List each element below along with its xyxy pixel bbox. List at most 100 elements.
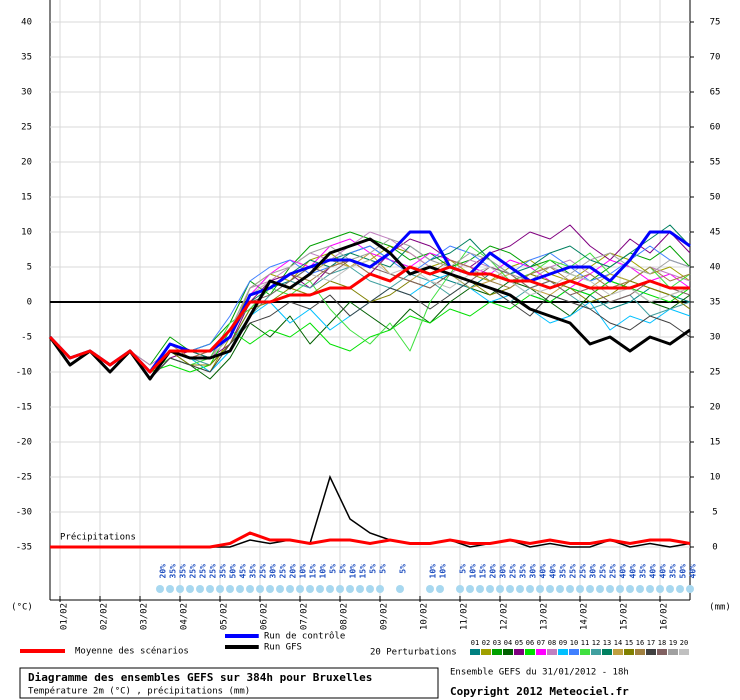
y-tick-label: -10	[16, 368, 32, 378]
legend-label: 18	[658, 639, 666, 647]
snow-dot	[166, 585, 174, 593]
legend-label: 08	[548, 639, 556, 647]
y2-tick-label: 70	[710, 53, 721, 63]
precip-line	[50, 531, 691, 549]
precip-probability: 40%	[649, 564, 658, 579]
legend-label: 04	[504, 639, 512, 647]
x-tick-label: 02/02	[100, 603, 110, 630]
y2-tick-label: 55	[710, 158, 721, 168]
precip-probability: 50%	[229, 564, 238, 579]
temperature-line	[48, 237, 691, 381]
x-tick-label: 05/02	[220, 603, 230, 630]
legend-swatch	[591, 649, 601, 655]
y-tick-label: 20	[21, 158, 32, 168]
legend-swatch	[536, 649, 546, 655]
legend-label: 16	[636, 639, 644, 647]
snow-dot	[556, 585, 564, 593]
snow-dot	[296, 585, 304, 593]
precip-probability: 35%	[559, 564, 568, 579]
y2-axis-label: (mm)	[709, 603, 731, 613]
temperature-line	[48, 265, 690, 374]
legend-swatch	[679, 649, 689, 655]
precip-probability: 45%	[239, 564, 248, 579]
y-axis-label: (°C)	[11, 603, 33, 613]
legend-label: 20	[680, 639, 688, 647]
legend-label: 09	[559, 639, 567, 647]
precip-probability: 35%	[639, 564, 648, 579]
precip-probability: 25%	[259, 564, 268, 579]
snow-dot	[626, 585, 634, 593]
legend-swatch	[558, 649, 568, 655]
precip-probability: 25%	[569, 564, 578, 579]
snow-dot	[246, 585, 254, 593]
perturbations-label: 20 Perturbations	[370, 648, 457, 658]
copyright: Copyright 2012 Meteociel.fr	[450, 685, 629, 698]
precip-probability: 35%	[669, 564, 678, 579]
legend-swatch	[503, 649, 513, 655]
legend-swatch	[668, 649, 678, 655]
y2-tick-label: 0	[712, 543, 717, 553]
snow-dot	[396, 585, 404, 593]
snow-dot	[196, 585, 204, 593]
precip-probability: 35%	[519, 564, 528, 579]
legend-label: 07	[537, 639, 545, 647]
x-tick-label: 09/02	[380, 603, 390, 630]
legend-label: 19	[669, 639, 677, 647]
snow-dot	[686, 585, 694, 593]
y-tick-label: -25	[16, 473, 32, 483]
legend-swatch	[580, 649, 590, 655]
snow-dot	[466, 585, 474, 593]
precip-probability: 10%	[349, 564, 358, 579]
y2-tick-label: 5	[712, 508, 717, 518]
precip-probability: 40%	[629, 564, 638, 579]
legend-label: 11	[581, 639, 589, 647]
precip-probability: 10%	[299, 564, 308, 579]
legend-swatch	[646, 649, 656, 655]
y2-tick-label: 30	[710, 333, 721, 343]
y2-tick-label: 20	[710, 403, 721, 413]
precip-probability: 40%	[689, 564, 698, 579]
y2-tick-label: 40	[710, 263, 721, 273]
precip-probability: 15%	[309, 564, 318, 579]
y-tick-label: -20	[16, 438, 32, 448]
precip-probability: 30%	[269, 564, 278, 579]
snow-dot	[646, 585, 654, 593]
precip-probability: 25%	[199, 564, 208, 579]
precip-probability: 40%	[539, 564, 548, 579]
y-tick-label: 25	[21, 123, 32, 133]
chart-subtitle: Température 2m (°C) , précipitations (mm…	[28, 686, 250, 697]
snow-dot	[506, 585, 514, 593]
legend-swatch	[624, 649, 634, 655]
precip-probability: 20%	[289, 564, 298, 579]
precip-probability: 50%	[679, 564, 688, 579]
legend-swatch	[547, 649, 557, 655]
snow-dot	[346, 585, 354, 593]
snow-dot	[606, 585, 614, 593]
x-tick-label: 10/02	[420, 603, 430, 630]
precip-probability: 30%	[529, 564, 538, 579]
precip-probability: 35%	[169, 564, 178, 579]
y2-tick-label: 10	[710, 473, 721, 483]
legend-swatch	[481, 649, 491, 655]
precip-probability: 35%	[249, 564, 258, 579]
precip-probability: 5%	[339, 564, 348, 574]
y-tick-label: 5	[27, 263, 32, 273]
snow-dot	[496, 585, 504, 593]
precip-probability: 20%	[159, 564, 168, 579]
y-tick-label: -15	[16, 403, 32, 413]
snow-dot	[316, 585, 324, 593]
snow-dot	[516, 585, 524, 593]
legend-swatch	[635, 649, 645, 655]
precip-probability: 25%	[599, 564, 608, 579]
precip-probability: 40%	[619, 564, 628, 579]
precip-probability: 25%	[279, 564, 288, 579]
precip-probability: 10%	[439, 564, 448, 579]
snow-dot	[426, 585, 434, 593]
precip-probability: 35%	[179, 564, 188, 579]
snow-dot	[366, 585, 374, 593]
legend-swatch	[569, 649, 579, 655]
y2-tick-label: 75	[710, 18, 721, 28]
snow-dot	[656, 585, 664, 593]
legend-swatch	[470, 649, 480, 655]
